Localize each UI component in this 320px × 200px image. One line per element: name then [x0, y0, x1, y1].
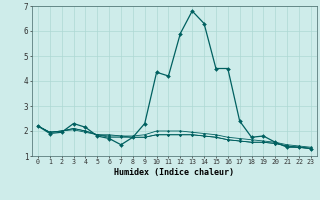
X-axis label: Humidex (Indice chaleur): Humidex (Indice chaleur): [115, 168, 234, 177]
